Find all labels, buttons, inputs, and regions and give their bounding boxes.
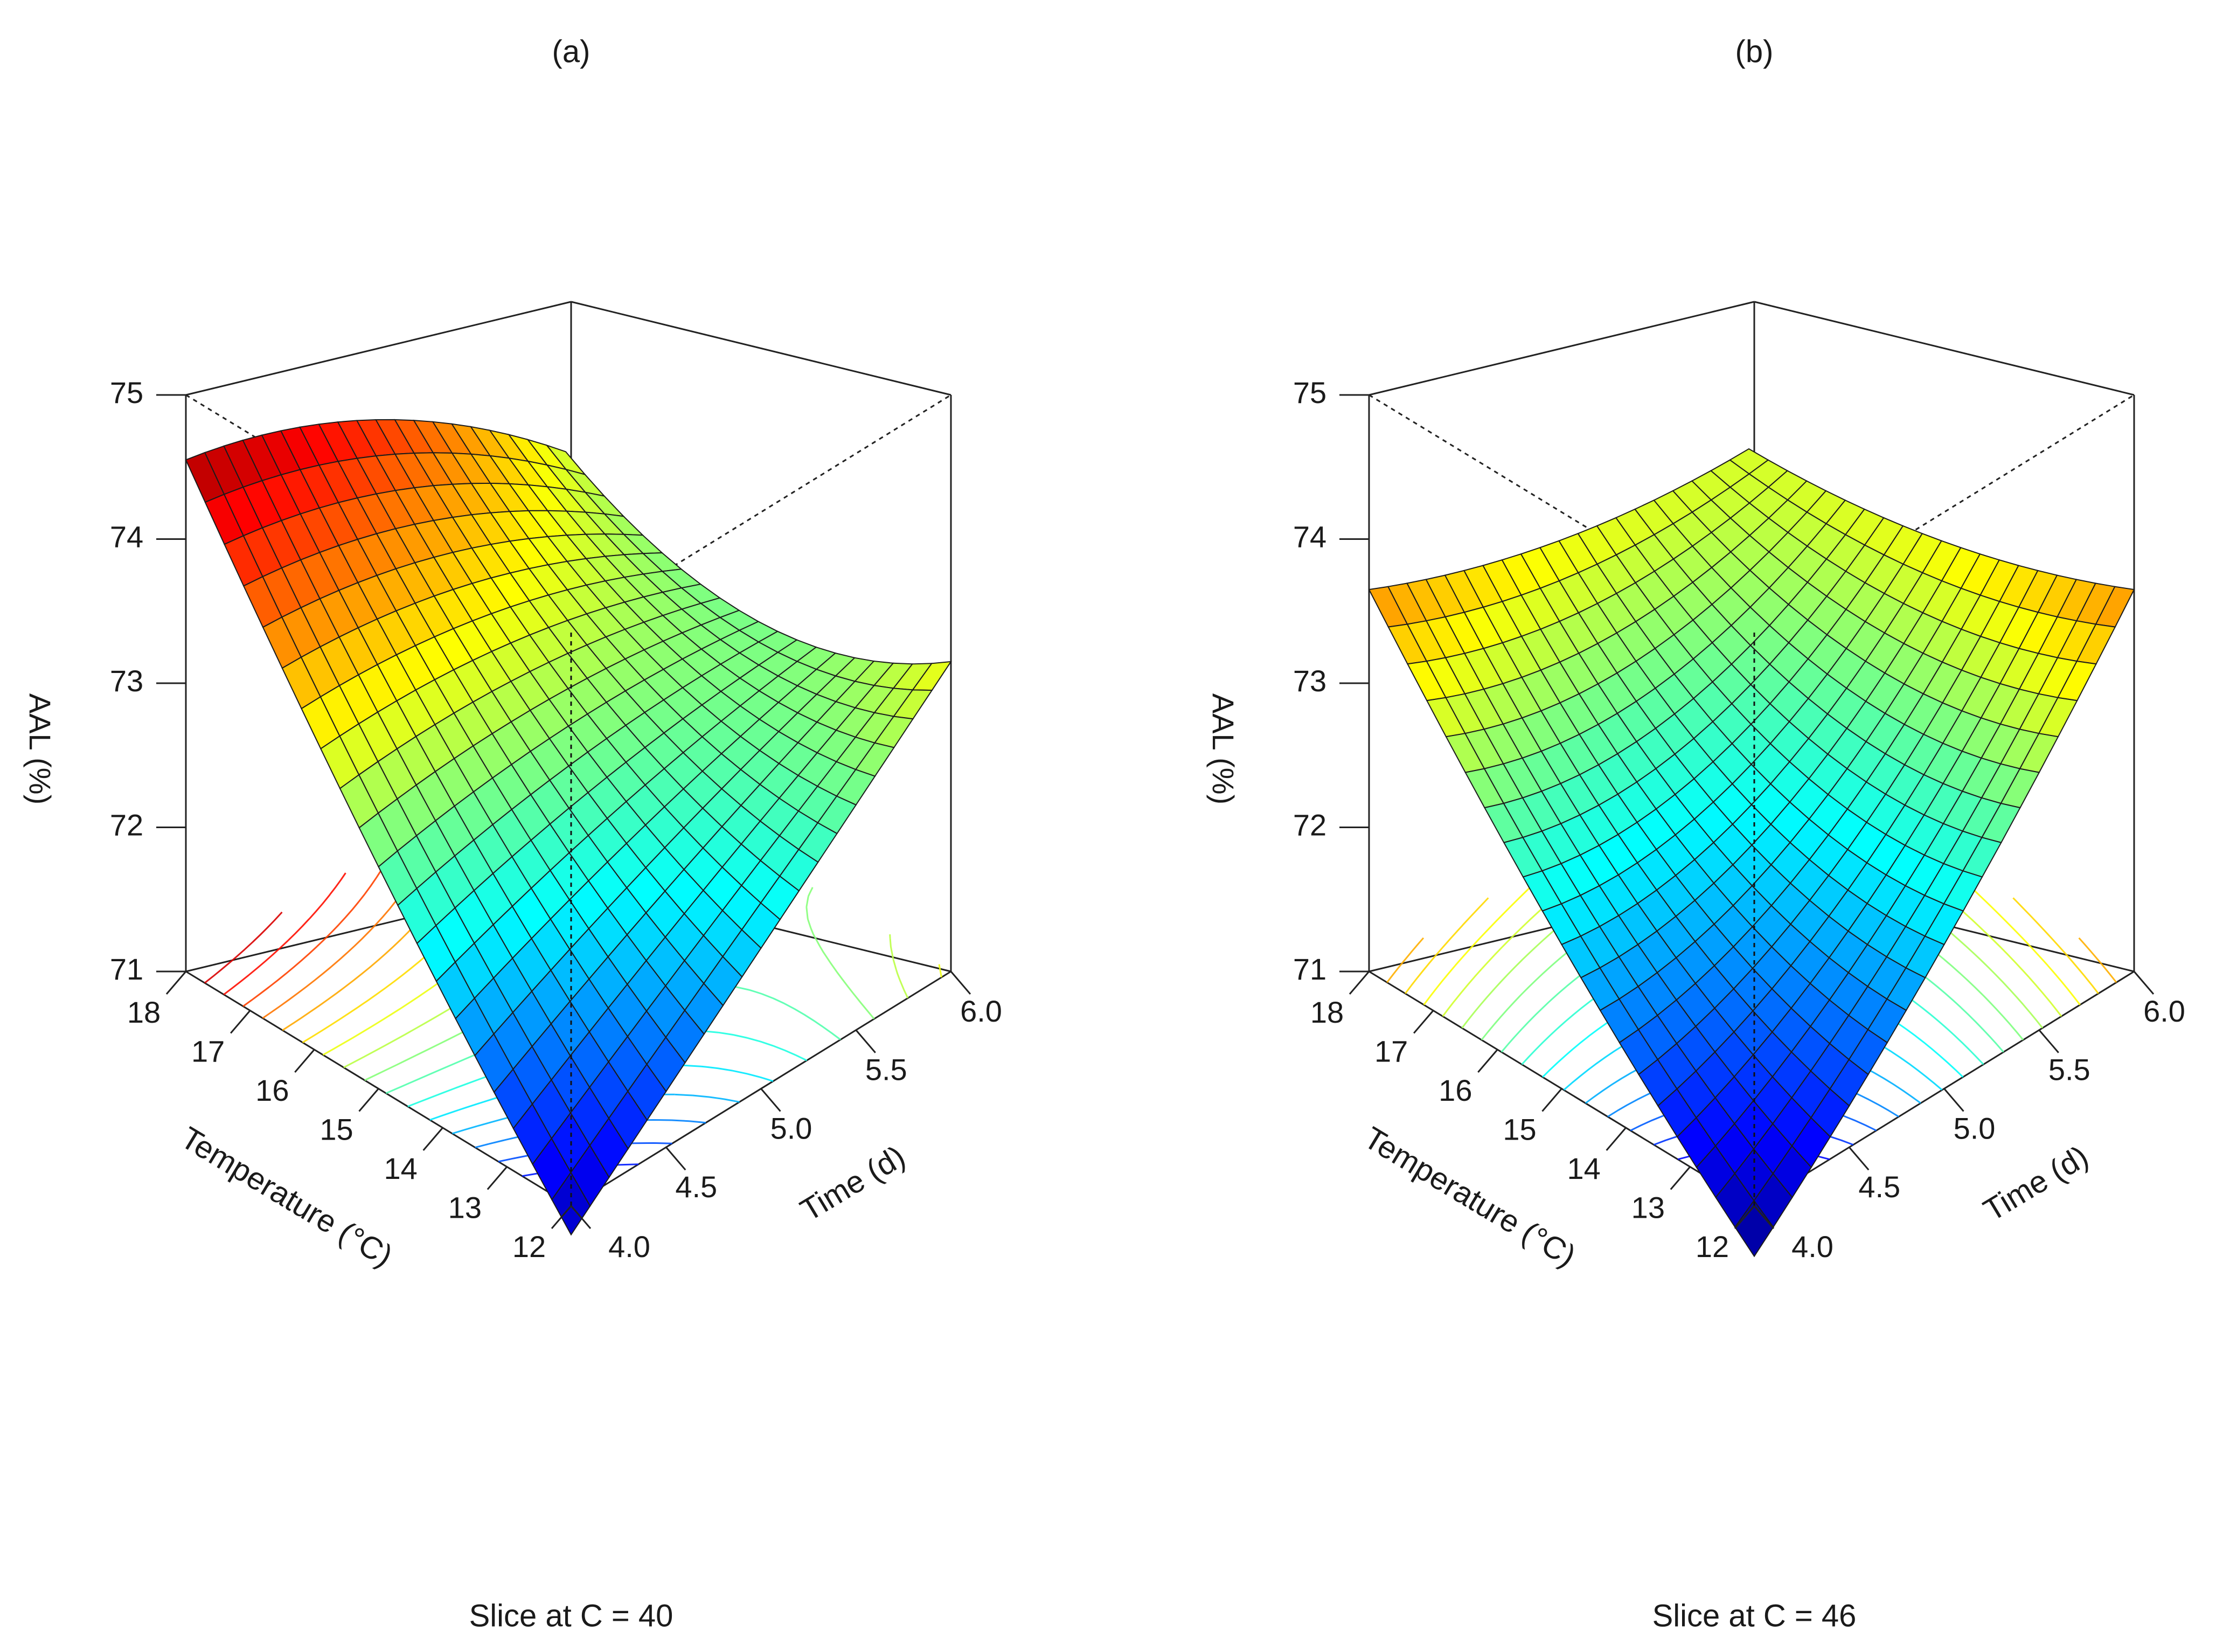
y-axis-title: Time (d) bbox=[795, 1139, 912, 1228]
box-top-front-left bbox=[1368, 394, 1755, 630]
y-tick-label: 6.0 bbox=[2143, 994, 2185, 1028]
y-axis-title: Time (d) bbox=[1978, 1139, 2095, 1228]
y-tick bbox=[2038, 1029, 2059, 1053]
x-axis-title: Temperature (°C) bbox=[175, 1120, 399, 1274]
x-tick-label: 16 bbox=[255, 1073, 289, 1107]
x-tick-label: 12 bbox=[512, 1230, 546, 1264]
z-tick-label: 71 bbox=[1293, 952, 1326, 986]
x-tick-label: 14 bbox=[1567, 1151, 1601, 1185]
x-tick-label: 14 bbox=[384, 1151, 418, 1185]
z-tick-label: 73 bbox=[1293, 664, 1326, 698]
z-tick-label: 74 bbox=[110, 519, 143, 553]
x-tick-label: 15 bbox=[1503, 1112, 1536, 1146]
response-surface bbox=[185, 419, 952, 1236]
z-tick-label: 72 bbox=[110, 808, 143, 842]
y-tick-label: 5.5 bbox=[2048, 1053, 2090, 1087]
x-tick bbox=[1413, 1010, 1434, 1034]
z-axis: 71 72 73 74 75 AAL (%) bbox=[1206, 376, 1369, 986]
y-tick-label: 6.0 bbox=[960, 994, 1002, 1028]
z-axis-title: AAL (%) bbox=[23, 693, 57, 804]
y-tick-label: 5.0 bbox=[770, 1111, 812, 1145]
x-tick-label: 18 bbox=[127, 995, 161, 1029]
x-tick bbox=[1670, 1166, 1691, 1190]
box-top-front-right bbox=[1754, 394, 2135, 630]
y-tick bbox=[570, 1205, 592, 1229]
x-tick bbox=[294, 1049, 315, 1073]
y-tick bbox=[2133, 971, 2155, 995]
panel-label: (b) bbox=[1735, 34, 1774, 69]
x-tick bbox=[487, 1166, 508, 1190]
box-top-back-left bbox=[185, 301, 572, 396]
x-tick-label: 17 bbox=[191, 1034, 225, 1068]
x-tick bbox=[1477, 1049, 1498, 1073]
x-tick bbox=[230, 1010, 251, 1034]
z-tick-label: 74 bbox=[1293, 519, 1326, 553]
x-tick bbox=[1606, 1127, 1627, 1151]
contour-line bbox=[223, 872, 346, 995]
box-top-back-left bbox=[1368, 301, 1755, 396]
box-top-front-right bbox=[571, 394, 951, 630]
x-tick bbox=[358, 1088, 379, 1112]
slice-label: Slice at C = 40 bbox=[469, 1598, 673, 1633]
surface-plot-a: (a) Slice at C = 40 71 72 73 74 75 AAL (%) 12 13 1… bbox=[23, 34, 1002, 1633]
z-tick-label: 71 bbox=[110, 952, 143, 986]
y-tick bbox=[855, 1029, 876, 1053]
x-tick-label: 13 bbox=[448, 1190, 482, 1224]
y-tick-label: 4.0 bbox=[1791, 1230, 1833, 1264]
contour-line bbox=[242, 841, 398, 1007]
y-tick bbox=[665, 1147, 686, 1171]
y-tick-label: 4.5 bbox=[675, 1170, 717, 1204]
x-tick bbox=[165, 971, 187, 995]
box-top-back-right bbox=[1754, 301, 2135, 396]
contour-line bbox=[204, 911, 283, 984]
x-tick bbox=[1734, 1205, 1755, 1229]
surface-cell bbox=[1734, 1199, 1774, 1258]
y-tick bbox=[1943, 1088, 1964, 1112]
x-tick-label: 12 bbox=[1696, 1230, 1729, 1264]
z-tick-label: 72 bbox=[1293, 808, 1326, 842]
x-tick bbox=[422, 1127, 443, 1151]
panel-label: (a) bbox=[552, 34, 591, 69]
y-tick bbox=[1849, 1147, 1870, 1171]
z-tick-label: 75 bbox=[110, 376, 143, 409]
y-tick-label: 4.5 bbox=[1858, 1170, 1900, 1204]
x-tick bbox=[1541, 1088, 1562, 1112]
surface-plot-b: (b) Slice at C = 46 71 72 73 74 75 AAL (%) 12 13 1… bbox=[1206, 34, 2185, 1633]
slice-label: Slice at C = 46 bbox=[1652, 1598, 1857, 1633]
z-axis-title: AAL (%) bbox=[1206, 693, 1240, 804]
x-tick-label: 17 bbox=[1374, 1034, 1408, 1068]
y-tick bbox=[950, 971, 971, 995]
y-tick-label: 5.5 bbox=[865, 1053, 907, 1087]
z-tick-label: 73 bbox=[110, 664, 143, 698]
z-tick-label: 75 bbox=[1293, 376, 1326, 409]
y-tick bbox=[760, 1088, 781, 1112]
box-top-back-right bbox=[571, 301, 951, 396]
x-tick bbox=[1349, 971, 1370, 995]
contour-line bbox=[1386, 937, 2117, 983]
y-tick-label: 4.0 bbox=[608, 1230, 650, 1264]
x-tick-label: 13 bbox=[1631, 1190, 1665, 1224]
z-axis: 71 72 73 74 75 AAL (%) bbox=[23, 376, 186, 986]
response-surface bbox=[1368, 448, 2135, 1258]
x-tick-label: 16 bbox=[1439, 1073, 1472, 1107]
x-tick-label: 15 bbox=[319, 1112, 353, 1146]
contour-line bbox=[1405, 897, 2099, 994]
y-tick-label: 5.0 bbox=[1954, 1111, 1996, 1145]
x-tick-label: 18 bbox=[1310, 995, 1344, 1029]
y-tick bbox=[1753, 1205, 1775, 1229]
x-tick bbox=[551, 1205, 572, 1229]
x-axis-title: Temperature (°C) bbox=[1358, 1120, 1582, 1274]
